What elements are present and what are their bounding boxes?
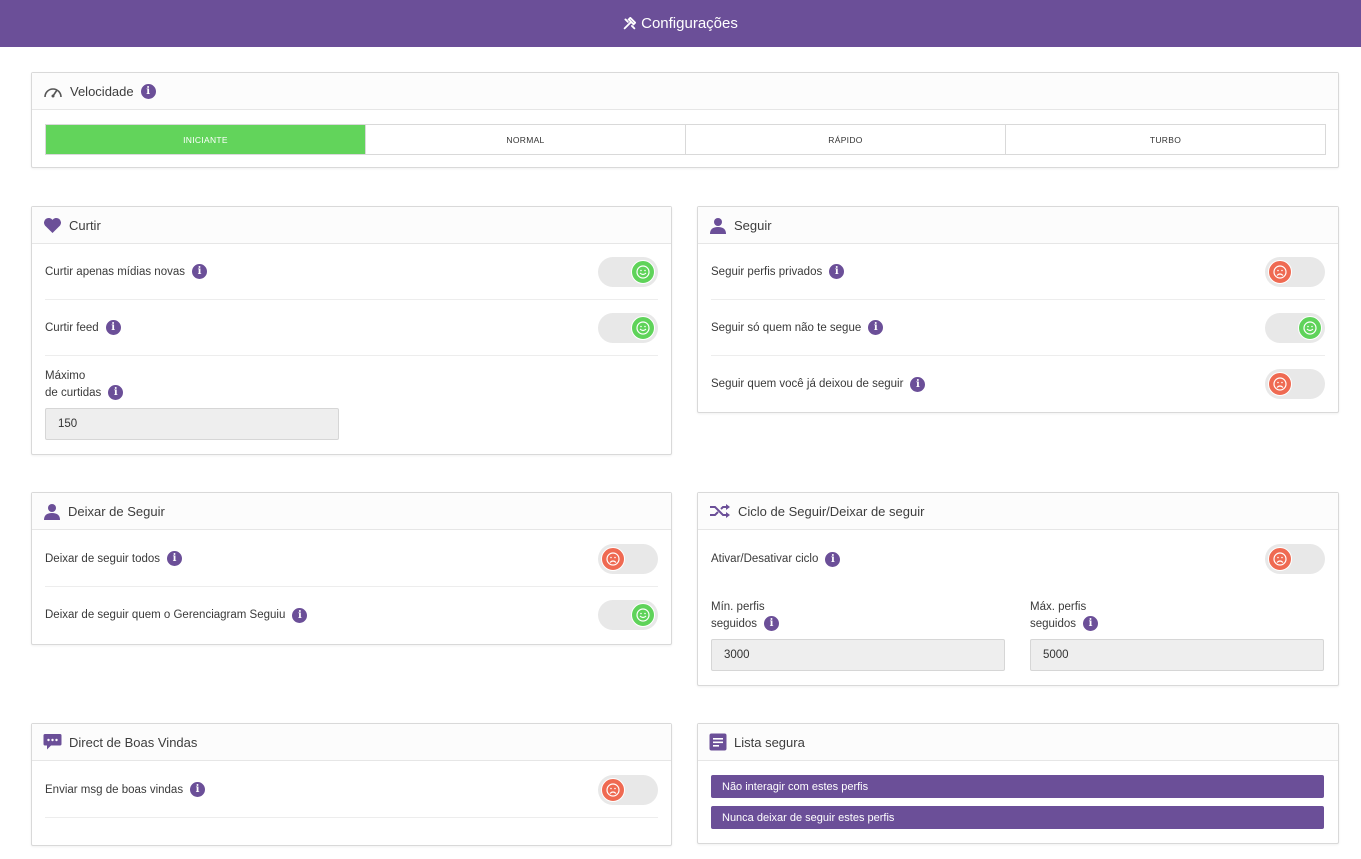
deixar-panel: Deixar de Seguir Deixar de seguir todos i… bbox=[31, 492, 672, 645]
direct-title: Direct de Boas Vindas bbox=[69, 734, 198, 750]
info-icon[interactable]: i bbox=[825, 551, 841, 567]
info-icon[interactable]: i bbox=[190, 782, 206, 797]
smile-icon bbox=[1298, 315, 1322, 340]
speedometer-icon bbox=[43, 83, 63, 99]
curtir-header: Curtir bbox=[32, 207, 671, 244]
ciclo-ativar-label: Ativar/Desativar ciclo bbox=[711, 553, 819, 565]
speed-option-rapido[interactable]: RÁPIDO bbox=[686, 125, 1006, 154]
list-item: Deixar de seguir quem o Gerenciagram Seg… bbox=[45, 587, 658, 643]
direct-msg-toggle[interactable] bbox=[598, 774, 658, 805]
curtir-midias-toggle[interactable] bbox=[598, 256, 658, 287]
list-item: Curtir feed i bbox=[45, 300, 658, 356]
velocidade-panel: Velocidade i INICIANTE NORMAL RÁPIDO TUR… bbox=[31, 72, 1339, 168]
info-icon[interactable]: i bbox=[191, 264, 207, 279]
list-item: Seguir perfis privados i bbox=[711, 244, 1325, 300]
curtir-title: Curtir bbox=[69, 217, 101, 233]
tools-icon bbox=[623, 17, 637, 30]
list-item: Seguir só quem não te segue i bbox=[711, 300, 1325, 356]
seguir-title: Seguir bbox=[734, 217, 772, 233]
curtir-midias-label: Curtir apenas mídias novas bbox=[45, 265, 185, 278]
curtir-feed-toggle[interactable] bbox=[598, 312, 658, 343]
smile-icon bbox=[631, 259, 655, 284]
info-icon[interactable]: i bbox=[764, 616, 780, 632]
top-bar: Configurações bbox=[0, 0, 1361, 47]
list-icon bbox=[709, 733, 727, 751]
nao-interagir-button[interactable]: Não interagir com estes perfis bbox=[711, 775, 1324, 798]
heart-icon bbox=[43, 217, 62, 234]
ciclo-panel: Ciclo de Seguir/Deixar de seguir Ativar/… bbox=[697, 492, 1339, 686]
ciclo-header: Ciclo de Seguir/Deixar de seguir bbox=[698, 493, 1338, 530]
info-icon[interactable]: i bbox=[868, 320, 884, 335]
sad-icon bbox=[1268, 372, 1292, 396]
list-item: Ativar/Desativar ciclo i bbox=[711, 531, 1325, 587]
deixar-todos-label: Deixar de seguir todos bbox=[45, 552, 161, 565]
min-perfis-input[interactable]: 3000 bbox=[711, 639, 1005, 671]
info-icon[interactable]: i bbox=[140, 83, 156, 99]
direct-panel: Direct de Boas Vindas Enviar msg de boas… bbox=[31, 723, 672, 846]
deixar-todos-toggle[interactable] bbox=[598, 543, 658, 574]
deixar-gerenciagram-label: Deixar de seguir quem o Gerenciagram Seg… bbox=[45, 609, 286, 621]
sad-icon bbox=[1268, 259, 1292, 284]
user-icon bbox=[43, 503, 61, 520]
seguir-privados-label: Seguir perfis privados bbox=[711, 265, 823, 278]
direct-msg-label: Enviar msg de boas vindas bbox=[45, 783, 184, 796]
curtir-feed-label: Curtir feed bbox=[45, 321, 99, 334]
ciclo-title: Ciclo de Seguir/Deixar de seguir bbox=[738, 503, 925, 519]
max-curtidas-input[interactable]: 150 bbox=[45, 408, 339, 440]
max-perfis-label: Máx. perfis seguidos i bbox=[1030, 599, 1099, 633]
sad-icon bbox=[601, 777, 625, 802]
info-icon[interactable]: i bbox=[167, 551, 183, 566]
lista-header: Lista segura bbox=[698, 724, 1338, 761]
info-icon[interactable]: i bbox=[1083, 616, 1099, 632]
nunca-deixar-button[interactable]: Nunca deixar de seguir estes perfis bbox=[711, 806, 1324, 829]
lista-title: Lista segura bbox=[734, 734, 805, 750]
info-icon[interactable]: i bbox=[105, 320, 121, 335]
ciclo-ativar-toggle[interactable] bbox=[1265, 544, 1325, 574]
deixar-header: Deixar de Seguir bbox=[32, 493, 671, 530]
lista-panel: Lista segura Não interagir com estes per… bbox=[697, 723, 1339, 844]
speed-option-iniciante[interactable]: INICIANTE bbox=[46, 125, 366, 154]
seguir-header: Seguir bbox=[698, 207, 1338, 244]
list-item: Deixar de seguir todos i bbox=[45, 531, 658, 587]
seguir-deixou-toggle[interactable] bbox=[1265, 369, 1325, 399]
chat-icon bbox=[43, 733, 62, 751]
velocidade-header: Velocidade i bbox=[32, 73, 1338, 110]
sad-icon bbox=[601, 546, 625, 571]
page-title: Configurações bbox=[641, 15, 738, 32]
smile-icon bbox=[631, 315, 655, 340]
info-icon[interactable]: i bbox=[292, 607, 308, 623]
seguir-deixou-label: Seguir quem você já deixou de seguir bbox=[711, 378, 904, 390]
speed-option-turbo[interactable]: TURBO bbox=[1149, 134, 1182, 145]
direct-header: Direct de Boas Vindas bbox=[32, 724, 671, 761]
info-icon[interactable]: i bbox=[829, 264, 845, 279]
smile-icon bbox=[631, 603, 655, 627]
seguir-nao-segue-toggle[interactable] bbox=[1265, 312, 1325, 343]
list-item: Enviar msg de boas vindas i bbox=[45, 762, 658, 818]
seguir-privados-toggle[interactable] bbox=[1265, 256, 1325, 287]
max-curtidas-label: Máximo de curtidas i bbox=[45, 368, 124, 402]
info-icon[interactable]: i bbox=[108, 385, 124, 401]
list-item: Seguir quem você já deixou de seguir i bbox=[711, 356, 1325, 412]
deixar-title: Deixar de Seguir bbox=[68, 503, 165, 519]
seguir-panel: Seguir Seguir perfis privados i Seguir só… bbox=[697, 206, 1339, 413]
list-item: Curtir apenas mídias novas i bbox=[45, 244, 658, 300]
min-perfis-label: Mín. perfis seguidos i bbox=[711, 599, 780, 633]
sad-icon bbox=[1268, 547, 1292, 571]
info-icon[interactable]: i bbox=[910, 376, 926, 392]
seguir-nao-segue-label: Seguir só quem não te segue bbox=[711, 321, 862, 334]
velocidade-title: Velocidade bbox=[70, 83, 134, 99]
user-icon bbox=[709, 217, 727, 234]
max-perfis-input[interactable]: 5000 bbox=[1030, 639, 1324, 671]
deixar-gerenciagram-toggle[interactable] bbox=[598, 600, 658, 630]
speed-option-normal[interactable]: NORMAL bbox=[366, 125, 686, 154]
shuffle-icon bbox=[709, 503, 731, 519]
speed-selector: INICIANTE NORMAL RÁPIDO TURBO bbox=[45, 124, 1326, 155]
curtir-panel: Curtir Curtir apenas mídias novas i Curti… bbox=[31, 206, 672, 455]
